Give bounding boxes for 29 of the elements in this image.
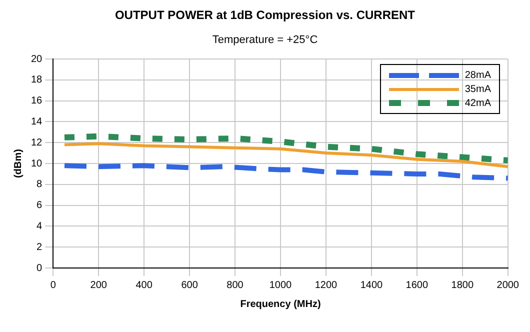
y-tick-label: 12 [31, 137, 43, 148]
y-tick-label: 10 [31, 158, 43, 170]
x-tick-label: 600 [181, 280, 198, 291]
y-tick-label: 4 [36, 220, 43, 232]
y-tick-label: 2 [36, 242, 43, 253]
x-tick-label: 2000 [496, 280, 520, 291]
x-tick-label: 200 [90, 280, 108, 291]
x-tick-label: 1000 [269, 280, 292, 291]
y-tick-label: 20 [31, 54, 43, 65]
legend-label: 42mA [464, 98, 491, 108]
chart-title: OUTPUT POWER at 1dB Compression vs. CURRENT [114, 8, 416, 22]
x-tick-label: 800 [226, 280, 244, 291]
chart-subtitle: Temperature = +25°C [211, 34, 319, 46]
x-tick-label: 1600 [406, 280, 428, 291]
y-tick-label: 6 [36, 200, 43, 212]
y-tick-label: 16 [31, 96, 43, 107]
y-axis-title: (dBm) [12, 149, 24, 178]
x-tick-label: 1800 [451, 280, 474, 291]
y-tick-label: 14 [31, 116, 43, 128]
x-tick-label: 0 [50, 280, 56, 291]
y-tick-label: 8 [36, 179, 43, 190]
x-tick-label: 1400 [360, 280, 384, 291]
x-axis-title: Frequency (MHz) [240, 298, 321, 310]
legend-label: 35mA [464, 84, 491, 94]
y-tick-label: 18 [31, 74, 43, 86]
legend-label: 28mA [464, 70, 491, 80]
x-tick-label: 400 [136, 280, 153, 291]
y-tick-label: 0 [36, 262, 43, 274]
x-tick-label: 1200 [314, 280, 338, 291]
